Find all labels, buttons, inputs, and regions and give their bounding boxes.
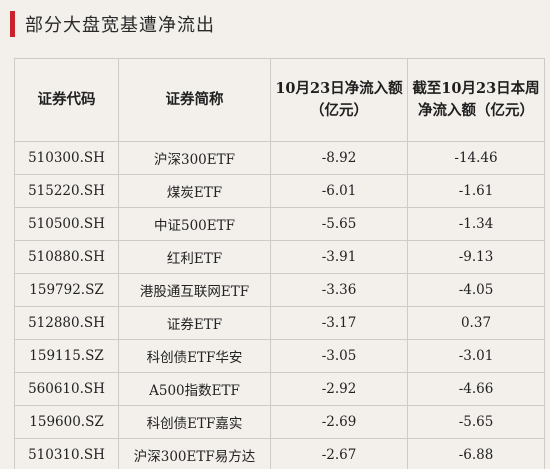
- cell-name: 科创债ETF嘉实: [118, 405, 271, 439]
- cell-daily: -2.92: [270, 372, 408, 406]
- cell-code: 515220.SH: [14, 174, 119, 208]
- cell-cumulative: -4.66: [407, 372, 545, 406]
- cell-name: A500指数ETF: [118, 372, 271, 406]
- table-row: 510310.SH 沪深300ETF易方达 -2.67 -6.88: [14, 438, 545, 469]
- cell-daily: -6.01: [270, 174, 408, 208]
- cell-code: 510300.SH: [14, 141, 119, 175]
- cell-name: 科创债ETF华安: [118, 339, 271, 373]
- cell-code: 510880.SH: [14, 240, 119, 274]
- cell-code: 159115.SZ: [14, 339, 119, 373]
- cell-cumulative: -1.61: [407, 174, 545, 208]
- header-code: 证券代码: [14, 58, 119, 142]
- cell-name: 中证500ETF: [118, 207, 271, 241]
- cell-daily: -8.92: [270, 141, 408, 175]
- cell-cumulative: -3.01: [407, 339, 545, 373]
- header-daily-inflow: 10月23日净流入额 （亿元）: [270, 58, 408, 142]
- header-daily-line2: （亿元）: [310, 102, 368, 119]
- cell-cumulative: -5.65: [407, 405, 545, 439]
- table-body: 510300.SH 沪深300ETF -8.92 -14.46 515220.S…: [14, 141, 545, 469]
- title-accent-bar: [10, 11, 15, 37]
- cell-name: 沪深300ETF易方达: [118, 438, 271, 469]
- header-code-label: 证券代码: [37, 91, 96, 108]
- cell-cumulative: -4.05: [407, 273, 545, 307]
- cell-name: 煤炭ETF: [118, 174, 271, 208]
- table-row: 560610.SH A500指数ETF -2.92 -4.66: [14, 372, 545, 406]
- cell-code: 159792.SZ: [14, 273, 119, 307]
- table-header-row: 证券代码 证券简称 10月23日净流入额 （亿元） 截至10月23日本周 净流入…: [14, 58, 545, 142]
- cell-cumulative: -9.13: [407, 240, 545, 274]
- cell-daily: -2.69: [270, 405, 408, 439]
- table-row: 512880.SH 证券ETF -3.17 0.37: [14, 306, 545, 340]
- cell-daily: -3.17: [270, 306, 408, 340]
- header-name-label: 证券简称: [165, 91, 224, 108]
- cell-cumulative: -14.46: [407, 141, 545, 175]
- cell-name: 红利ETF: [118, 240, 271, 274]
- cell-code: 510310.SH: [14, 438, 119, 469]
- cell-daily: -3.91: [270, 240, 408, 274]
- header-weekly-inflow: 截至10月23日本周 净流入额（亿元）: [407, 58, 545, 142]
- header-name: 证券简称: [118, 58, 271, 142]
- table-row: 510500.SH 中证500ETF -5.65 -1.34: [14, 207, 545, 241]
- table-row: 510880.SH 红利ETF -3.91 -9.13: [14, 240, 545, 274]
- cell-code: 512880.SH: [14, 306, 119, 340]
- cell-name: 证券ETF: [118, 306, 271, 340]
- table-row: 510300.SH 沪深300ETF -8.92 -14.46: [14, 141, 545, 175]
- page-title: 部分大盘宽基遭净流出: [25, 15, 215, 36]
- cell-name: 沪深300ETF: [118, 141, 271, 175]
- cell-daily: -3.36: [270, 273, 408, 307]
- table-row: 159792.SZ 港股通互联网ETF -3.36 -4.05: [14, 273, 545, 307]
- cell-name: 港股通互联网ETF: [118, 273, 271, 307]
- table-row: 159600.SZ 科创债ETF嘉实 -2.69 -5.65: [14, 405, 545, 439]
- cell-code: 510500.SH: [14, 207, 119, 241]
- cell-code: 159600.SZ: [14, 405, 119, 439]
- cell-daily: -3.05: [270, 339, 408, 373]
- cell-cumulative: 0.37: [407, 306, 545, 340]
- header-weekly-line1: 截至10月23日本周: [412, 80, 540, 97]
- cell-cumulative: -6.88: [407, 438, 545, 469]
- cell-code: 560610.SH: [14, 372, 119, 406]
- table-row: 159115.SZ 科创债ETF华安 -3.05 -3.01: [14, 339, 545, 373]
- cell-cumulative: -1.34: [407, 207, 545, 241]
- table-row: 515220.SH 煤炭ETF -6.01 -1.61: [14, 174, 545, 208]
- header-daily-line1: 10月23日净流入额: [275, 80, 403, 97]
- header-weekly-line2: 净流入额（亿元）: [418, 102, 534, 119]
- cell-daily: -5.65: [270, 207, 408, 241]
- fund-flow-table: 证券代码 证券简称 10月23日净流入额 （亿元） 截至10月23日本周 净流入…: [14, 58, 545, 469]
- cell-daily: -2.67: [270, 438, 408, 469]
- title-bar: 部分大盘宽基遭净流出: [10, 10, 215, 38]
